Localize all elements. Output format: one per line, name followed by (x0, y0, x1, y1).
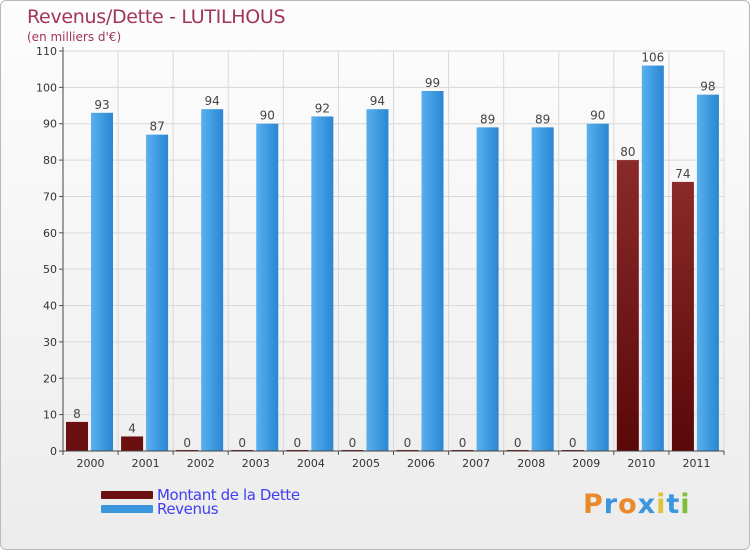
debt-value-label: 0 (569, 436, 577, 450)
grid-lines (62, 50, 725, 452)
y-tick-label: 70 (43, 190, 57, 203)
x-tick-label: 2002 (187, 457, 215, 470)
legend-swatch-debt (101, 491, 153, 499)
debt-bar (616, 160, 639, 451)
revenue-bar (421, 91, 444, 451)
revenue-bar (696, 94, 719, 452)
x-tick-label: 2006 (407, 457, 435, 470)
revenue-bar (146, 134, 169, 452)
y-tick-label: 40 (43, 300, 57, 313)
logo-letter: o (618, 489, 638, 520)
y-tick-label: 20 (43, 372, 57, 385)
revenue-bar (256, 123, 279, 452)
bars (66, 65, 719, 452)
logo-letter: i (656, 489, 667, 520)
revenue-value-label: 87 (149, 120, 164, 134)
y-tick-label: 100 (36, 81, 57, 94)
x-tick-label: 2009 (572, 457, 600, 470)
revenue-value-label: 99 (425, 76, 440, 90)
y-tick-label: 10 (43, 409, 57, 422)
revenue-bar (91, 112, 113, 452)
logo-letter: r (603, 489, 619, 520)
debt-value-label: 0 (183, 436, 191, 450)
logo-letter: t (666, 489, 681, 520)
logo-letter: x (637, 489, 657, 520)
debt-value-label: 0 (459, 436, 467, 450)
legend-item-revenue: Revenus (101, 500, 219, 518)
debt-value-label: 4 (128, 421, 136, 435)
revenue-value-label: 94 (205, 94, 220, 108)
debt-bar (121, 436, 144, 451)
x-tick-label: 2008 (517, 457, 545, 470)
revenue-value-label: 106 (641, 51, 664, 65)
revenue-bar (641, 65, 664, 451)
proxiti-logo: Proxiti (583, 489, 691, 520)
revenue-value-label: 90 (260, 109, 275, 123)
x-tick-label: 2010 (627, 457, 655, 470)
logo-letter: P (583, 489, 604, 520)
revenue-bar (586, 123, 609, 452)
debt-value-label: 80 (620, 145, 635, 159)
revenue-value-label: 89 (535, 112, 550, 126)
revenue-bar (366, 109, 389, 451)
debt-value-label: 0 (294, 436, 302, 450)
legend-label-revenue: Revenus (157, 500, 219, 518)
chart-subtitle: (en milliers d'€) (27, 30, 122, 44)
x-tick-label: 2003 (242, 457, 270, 470)
x-tick-label: 2011 (682, 457, 710, 470)
debt-value-label: 0 (514, 436, 522, 450)
y-tick-label: 60 (43, 227, 57, 240)
debt-bar (671, 181, 694, 451)
debt-value-label: 0 (404, 436, 412, 450)
data-labels: 8 93 4 87 0 94 0 90 0 92 0 94 0 99 0 89 0 89 0 90 80 106 74 98 (73, 51, 715, 450)
revenue-bar (531, 127, 554, 451)
y-tick-label: 0 (50, 445, 57, 458)
x-tick-label: 2004 (297, 457, 325, 470)
x-tick-label: 2007 (462, 457, 490, 470)
debt-bar (66, 421, 88, 451)
revenue-value-label: 89 (480, 112, 495, 126)
revenue-bar (201, 109, 224, 451)
x-tick-label: 2000 (77, 457, 105, 470)
debt-value-label: 74 (675, 167, 690, 181)
debt-value-label: 8 (73, 407, 81, 421)
y-tick-label: 90 (43, 118, 57, 131)
revenue-bar (476, 127, 499, 451)
legend-swatch-revenue (101, 505, 153, 513)
revenue-value-label: 92 (315, 101, 330, 115)
chart-title: Revenus/Dette - LUTILHOUS (27, 6, 286, 28)
x-tick-label: 2001 (132, 457, 160, 470)
y-tick-label: 30 (43, 336, 57, 349)
legend-label-debt: Montant de la Dette (157, 486, 300, 504)
revenue-value-label: 90 (590, 109, 605, 123)
x-tick-label: 2005 (352, 457, 380, 470)
legend-item-debt: Montant de la Dette (101, 486, 300, 504)
revenue-value-label: 98 (700, 80, 715, 94)
y-tick-label: 110 (36, 45, 57, 58)
debt-value-label: 0 (349, 436, 357, 450)
revenue-bar (311, 116, 334, 452)
debt-value-label: 0 (238, 436, 246, 450)
revenue-value-label: 94 (370, 94, 385, 108)
y-tick-label: 50 (43, 263, 57, 276)
y-tick-label: 80 (43, 154, 57, 167)
revenue-value-label: 93 (94, 98, 109, 112)
logo-letter: i (680, 489, 691, 520)
